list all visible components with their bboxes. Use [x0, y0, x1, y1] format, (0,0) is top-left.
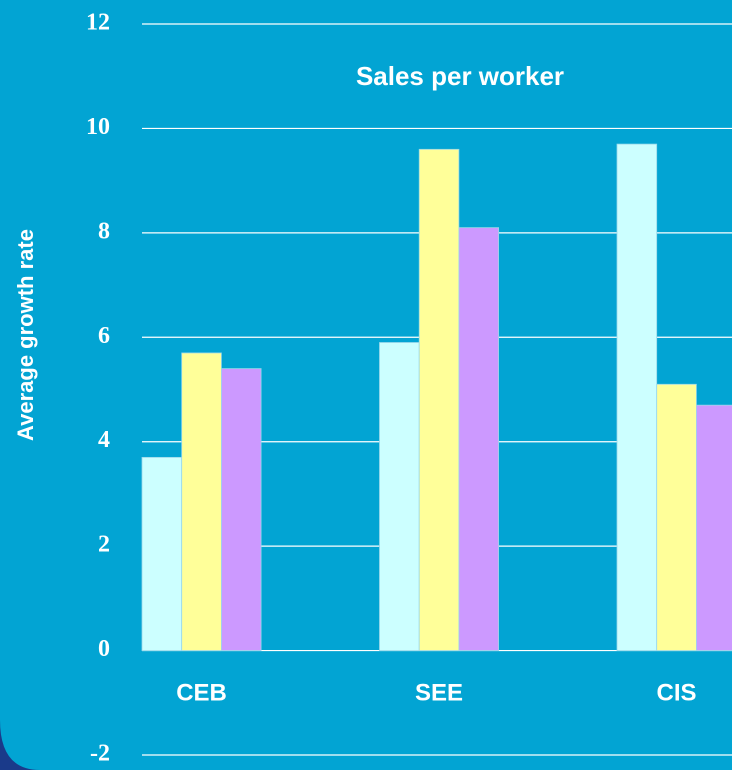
- y-tick-label: -2: [90, 741, 110, 767]
- x-tick-label: CIS: [657, 679, 697, 706]
- y-tick-label: 12: [86, 10, 110, 36]
- plot: -2 0 2 4 6 8 10 12 CEB SEE CIS: [86, 10, 732, 767]
- corner: [0, 720, 40, 770]
- y-tick-label: 4: [98, 427, 110, 453]
- bar: [696, 404, 732, 651]
- y-tick-label: 10: [86, 114, 110, 140]
- bar: [656, 383, 697, 651]
- y-tick-label: 8: [98, 218, 110, 244]
- x-tick-label: SEE: [415, 679, 463, 706]
- y-axis-label: Average growth rate: [13, 229, 38, 441]
- y-tick-label: 0: [98, 636, 110, 662]
- chart-title: Sales per worker: [356, 61, 564, 91]
- bar: [220, 368, 262, 651]
- bar: [181, 352, 222, 651]
- bar: [418, 148, 460, 651]
- bar: [616, 143, 658, 651]
- bar: [141, 456, 183, 651]
- bar: [379, 342, 420, 651]
- y-tick-label: 6: [98, 323, 110, 349]
- bar: [458, 227, 499, 651]
- y-tick-label: 2: [98, 532, 110, 558]
- x-tick-label: CEB: [176, 679, 227, 706]
